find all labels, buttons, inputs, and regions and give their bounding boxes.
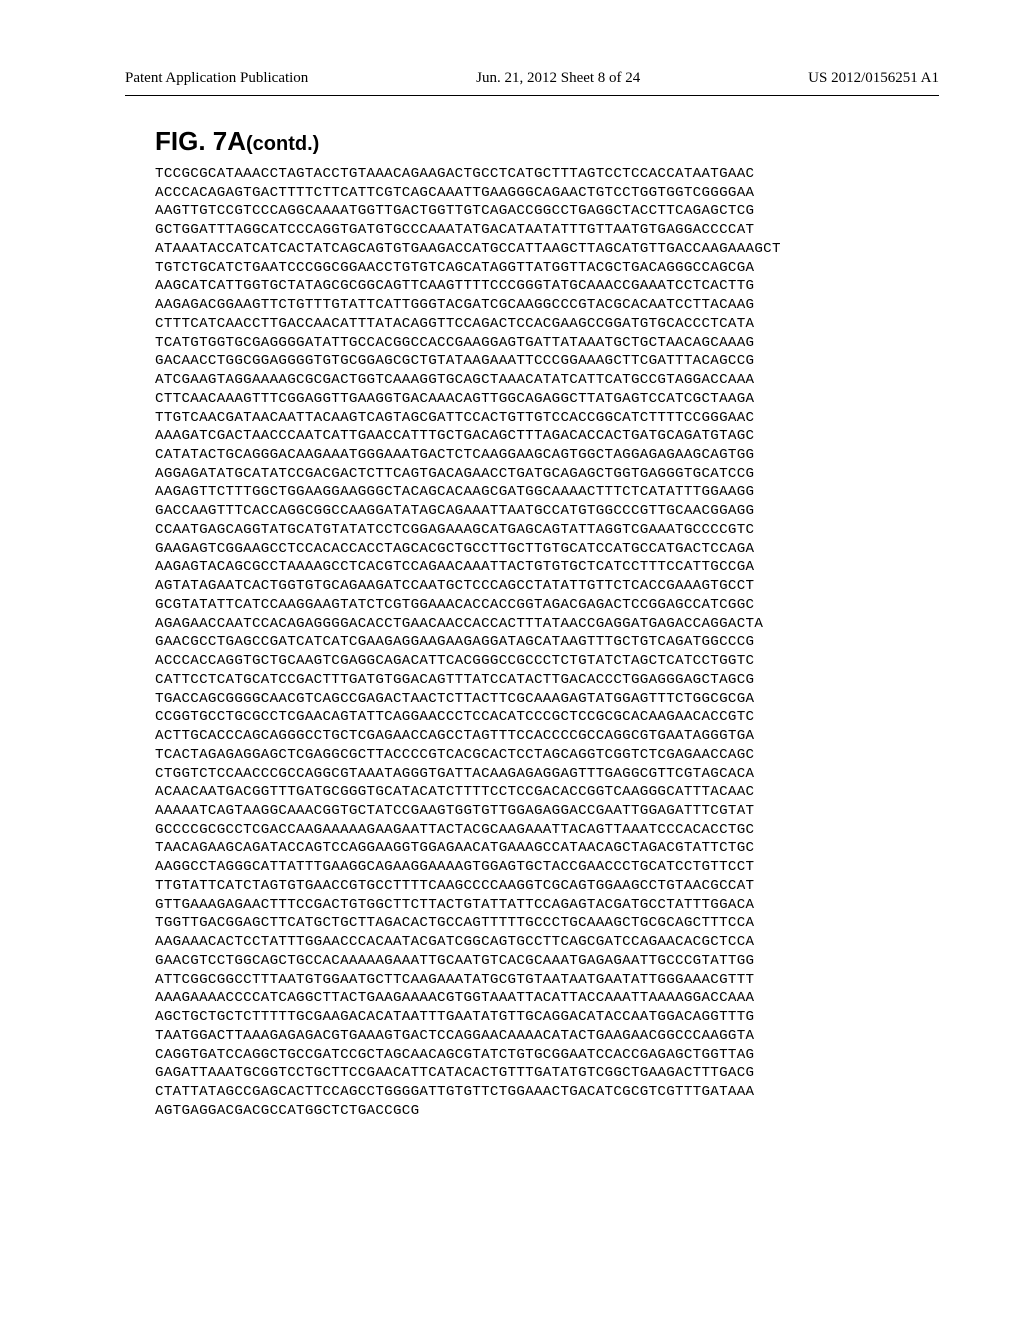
header-left: Patent Application Publication — [125, 70, 308, 87]
figure-title-main: FIG. 7A — [155, 126, 246, 156]
header-center: Jun. 21, 2012 Sheet 8 of 24 — [476, 70, 640, 87]
figure-title-suffix: (contd.) — [246, 133, 319, 155]
header-right: US 2012/0156251 A1 — [808, 70, 939, 87]
dna-sequence-block: TCCGCGCATAAACCTAGTACCTGTAAACAGAAGACTGCCT… — [155, 165, 939, 1120]
page-header: Patent Application Publication Jun. 21, … — [125, 70, 939, 96]
figure-title: FIG. 7A(contd.) — [155, 126, 939, 157]
